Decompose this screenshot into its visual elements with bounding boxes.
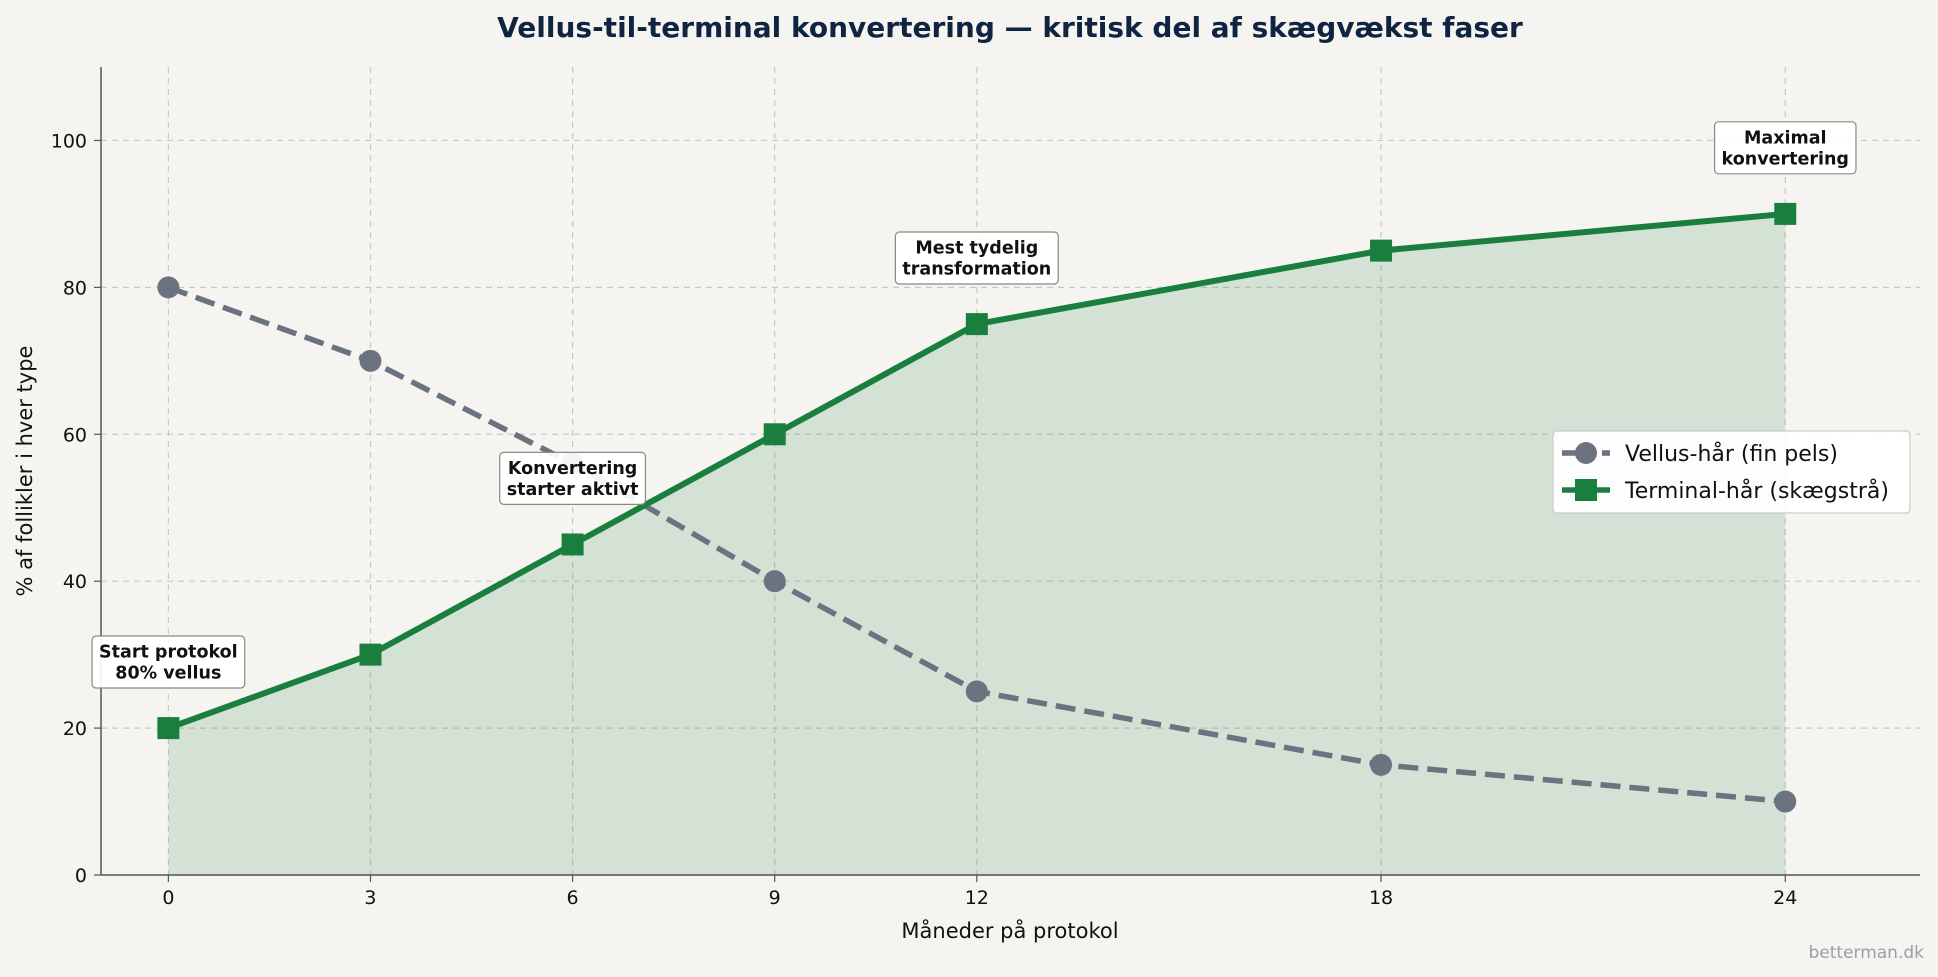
area-fill-layer <box>168 213 1786 875</box>
legend: Vellus-hår (fin pels) Terminal-hår (skægs… <box>1552 430 1911 514</box>
x-tick-label: 3 <box>364 887 376 909</box>
annotation-box <box>91 635 246 689</box>
x-tick-label: 0 <box>162 887 174 909</box>
legend-label: Terminal-hår (skægstrå) <box>1624 478 1889 504</box>
x-axis-label: Måneder på protokol <box>901 918 1118 943</box>
terminal-point <box>561 533 584 556</box>
annotation-box <box>894 231 1059 285</box>
annotation-box <box>1713 121 1857 175</box>
y-tick-label: 60 <box>63 424 87 446</box>
vellus-point <box>359 349 382 372</box>
grid <box>101 67 1920 875</box>
annotation-text: Konvertering <box>508 459 638 479</box>
x-tick-label: 6 <box>567 887 579 909</box>
annotation-text: konvertering <box>1722 149 1849 169</box>
y-tick-label: 100 <box>51 130 87 152</box>
ticks: 0 3 6 9 12 18 24 0 20 40 60 80 100 <box>51 130 1798 909</box>
legend-box <box>1552 430 1911 514</box>
vellus-point <box>965 680 988 703</box>
terminal-point <box>1774 202 1797 225</box>
vellus-point <box>1774 790 1797 813</box>
legend-marker-square <box>1575 479 1597 501</box>
terminal-point <box>965 313 988 336</box>
annotation-text: 80% vellus <box>115 663 221 683</box>
y-tick-label: 80 <box>63 277 87 299</box>
terminal-point <box>763 423 786 446</box>
x-tick-label: 24 <box>1773 887 1797 909</box>
terminal-point <box>1370 239 1393 262</box>
watermark: betterman.dk <box>1808 943 1924 963</box>
annotation-text: Maximal <box>1744 128 1827 148</box>
series-layer <box>157 202 1797 813</box>
annotation-text: transformation <box>902 259 1051 279</box>
vellus-point <box>1370 753 1393 776</box>
y-tick-label: 40 <box>63 571 87 593</box>
vellus-point <box>763 570 786 593</box>
terminal-point <box>157 717 180 740</box>
x-tick-label: 12 <box>965 887 989 909</box>
axes <box>100 67 1920 876</box>
annotation-text: Start protokol <box>99 642 238 662</box>
annotation-text: starter aktivt <box>507 480 639 500</box>
terminal-area-fill <box>168 213 1786 875</box>
x-tick-label: 18 <box>1369 887 1393 909</box>
y-tick-label: 20 <box>63 718 87 740</box>
x-tick-label: 9 <box>769 887 781 909</box>
annotation-text: Mest tydelig <box>915 238 1038 258</box>
chart-title: Vellus-til-terminal konvertering — kriti… <box>497 11 1523 44</box>
legend-marker-circle <box>1575 442 1597 464</box>
y-tick-label: 0 <box>75 865 87 887</box>
terminal-point <box>359 643 382 666</box>
legend-label: Vellus-hår (fin pels) <box>1625 441 1838 467</box>
vellus-point <box>157 276 180 299</box>
y-axis-label: % af follikler i hver type <box>13 346 37 597</box>
annotation-box <box>499 451 647 505</box>
